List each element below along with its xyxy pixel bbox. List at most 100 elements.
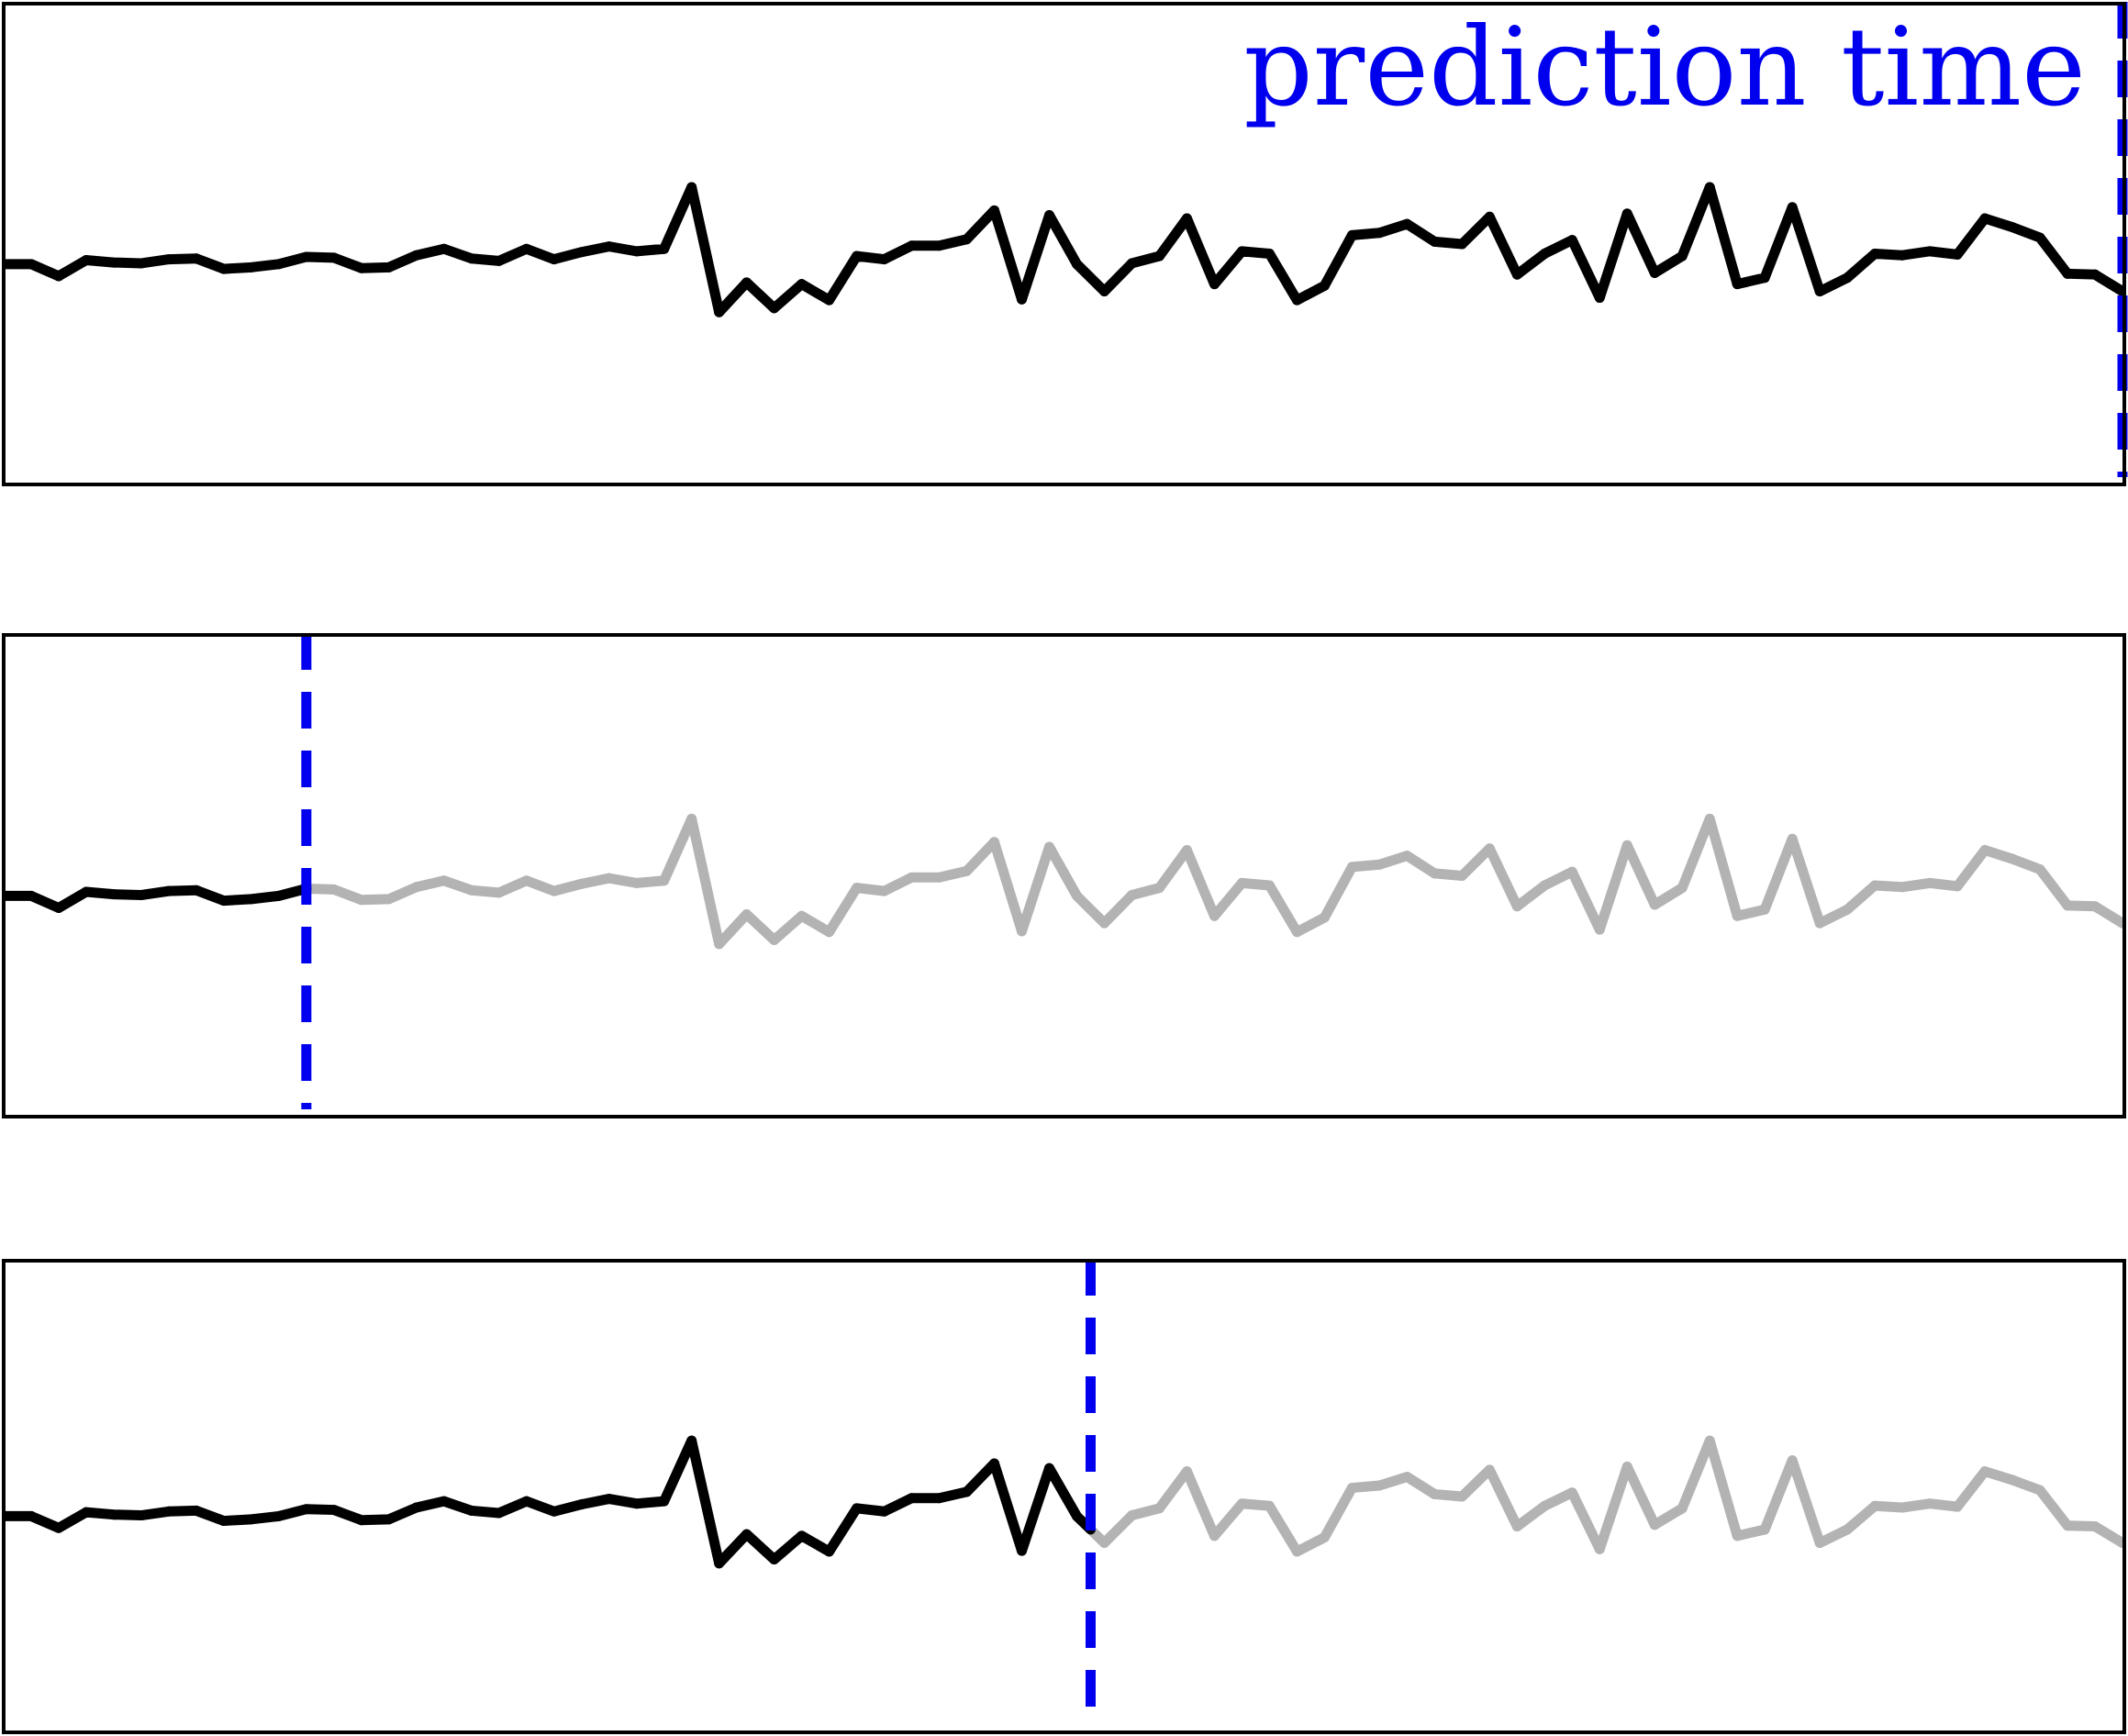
data-point: [1236, 246, 1247, 257]
panel-1: prediction time: [2, 2, 2128, 486]
data-point: [1732, 1530, 1743, 1541]
data-point: [962, 234, 973, 245]
data-point: [989, 205, 1000, 216]
data-point: [631, 1498, 642, 1509]
panel-frame: [2, 633, 2126, 1118]
data-point: [108, 889, 119, 900]
data-point: [1181, 845, 1192, 855]
data-point: [1594, 1543, 1605, 1554]
data-point: [1539, 1500, 1550, 1511]
data-point: [1677, 883, 1688, 894]
data-point: [1787, 833, 1798, 844]
data-point: [1511, 1521, 1522, 1532]
data-point: [879, 254, 890, 265]
data-point: [659, 1496, 670, 1507]
data-point: [53, 1522, 64, 1533]
data-point: [301, 1504, 312, 1515]
data-point: [384, 262, 395, 273]
data-point: [934, 872, 945, 883]
data-point: [1098, 918, 1109, 929]
data-point: [356, 895, 367, 906]
data-point: [81, 1507, 92, 1518]
data-point: [384, 894, 395, 905]
data-point: [2007, 1474, 2018, 1486]
data-point: [108, 257, 119, 268]
data-point: [1319, 1532, 1330, 1543]
data-point: [439, 1496, 450, 1507]
data-point: [273, 890, 284, 901]
data-point: [824, 927, 835, 938]
data-point: [494, 1508, 505, 1519]
data-point: [604, 1494, 615, 1505]
data-point: [1456, 1491, 1467, 1502]
data-point: [549, 885, 560, 896]
data-point: [797, 279, 808, 290]
data-point: [714, 1558, 725, 1569]
data-point: [1017, 1545, 1028, 1556]
data-point: [301, 251, 312, 262]
data-point: [1181, 1466, 1192, 1477]
data-point: [356, 1515, 367, 1526]
data-point: [1044, 841, 1055, 852]
data-point: [2007, 853, 2018, 864]
data-point: [576, 878, 587, 889]
data-point: [1869, 880, 1880, 891]
data-point: [1979, 1466, 1990, 1477]
data-point: [1429, 868, 1440, 879]
data-point: [549, 1506, 560, 1517]
data-point: [769, 303, 780, 314]
data-point: [81, 254, 92, 265]
data-point: [1566, 235, 1577, 246]
data-point: [1071, 890, 1082, 901]
data-point: [1017, 926, 1028, 937]
data-point: [1732, 279, 1743, 290]
data-point: [989, 837, 1000, 848]
data-point: [1649, 267, 1660, 278]
data-point: [2062, 268, 2073, 279]
panel-frame: [2, 1259, 2126, 1734]
data-point: [962, 1486, 973, 1497]
data-point: [549, 254, 560, 265]
data-point: [1594, 924, 1605, 935]
data-point: [1704, 1435, 1715, 1446]
data-point: [686, 1435, 697, 1446]
data-point: [1401, 1472, 1412, 1483]
data-point: [2034, 864, 2045, 874]
data-point: [659, 243, 670, 254]
data-point: [1621, 1461, 1632, 1472]
data-point: [2089, 269, 2100, 280]
data-point: [1511, 269, 1522, 280]
data-point: [26, 259, 37, 270]
data-point: [1209, 279, 1220, 290]
data-point: [741, 1529, 752, 1540]
observed-series-line: [4, 182, 2124, 317]
data-point: [1209, 1530, 1220, 1541]
data-point: [1429, 1488, 1440, 1499]
data-point: [686, 182, 697, 193]
data-point: [852, 1503, 863, 1514]
data-point: [273, 1510, 284, 1521]
data-point: [1842, 1524, 1853, 1535]
data-point: [1814, 1538, 1825, 1549]
data-point: [1374, 228, 1385, 239]
data-point: [1924, 1498, 1935, 1509]
data-point: [466, 253, 477, 264]
data-point: [1071, 259, 1082, 270]
data-point: [1401, 851, 1412, 862]
data-point: [1704, 182, 1715, 193]
data-point: [1044, 1463, 1055, 1474]
data-point: [1759, 273, 1770, 284]
data-point: [1291, 295, 1302, 306]
data-point: [1071, 1510, 1082, 1521]
data-point: [1484, 843, 1495, 854]
data-point: [631, 246, 642, 257]
data-point: [1126, 890, 1137, 900]
data-point: [1153, 883, 1164, 894]
data-point: [136, 890, 147, 900]
data-point: [1897, 250, 1908, 261]
data-point: [769, 935, 780, 945]
data-point: [797, 910, 808, 921]
panel-2: [2, 633, 2126, 1118]
data-point: [1456, 871, 1467, 881]
data-point: [1153, 250, 1164, 262]
